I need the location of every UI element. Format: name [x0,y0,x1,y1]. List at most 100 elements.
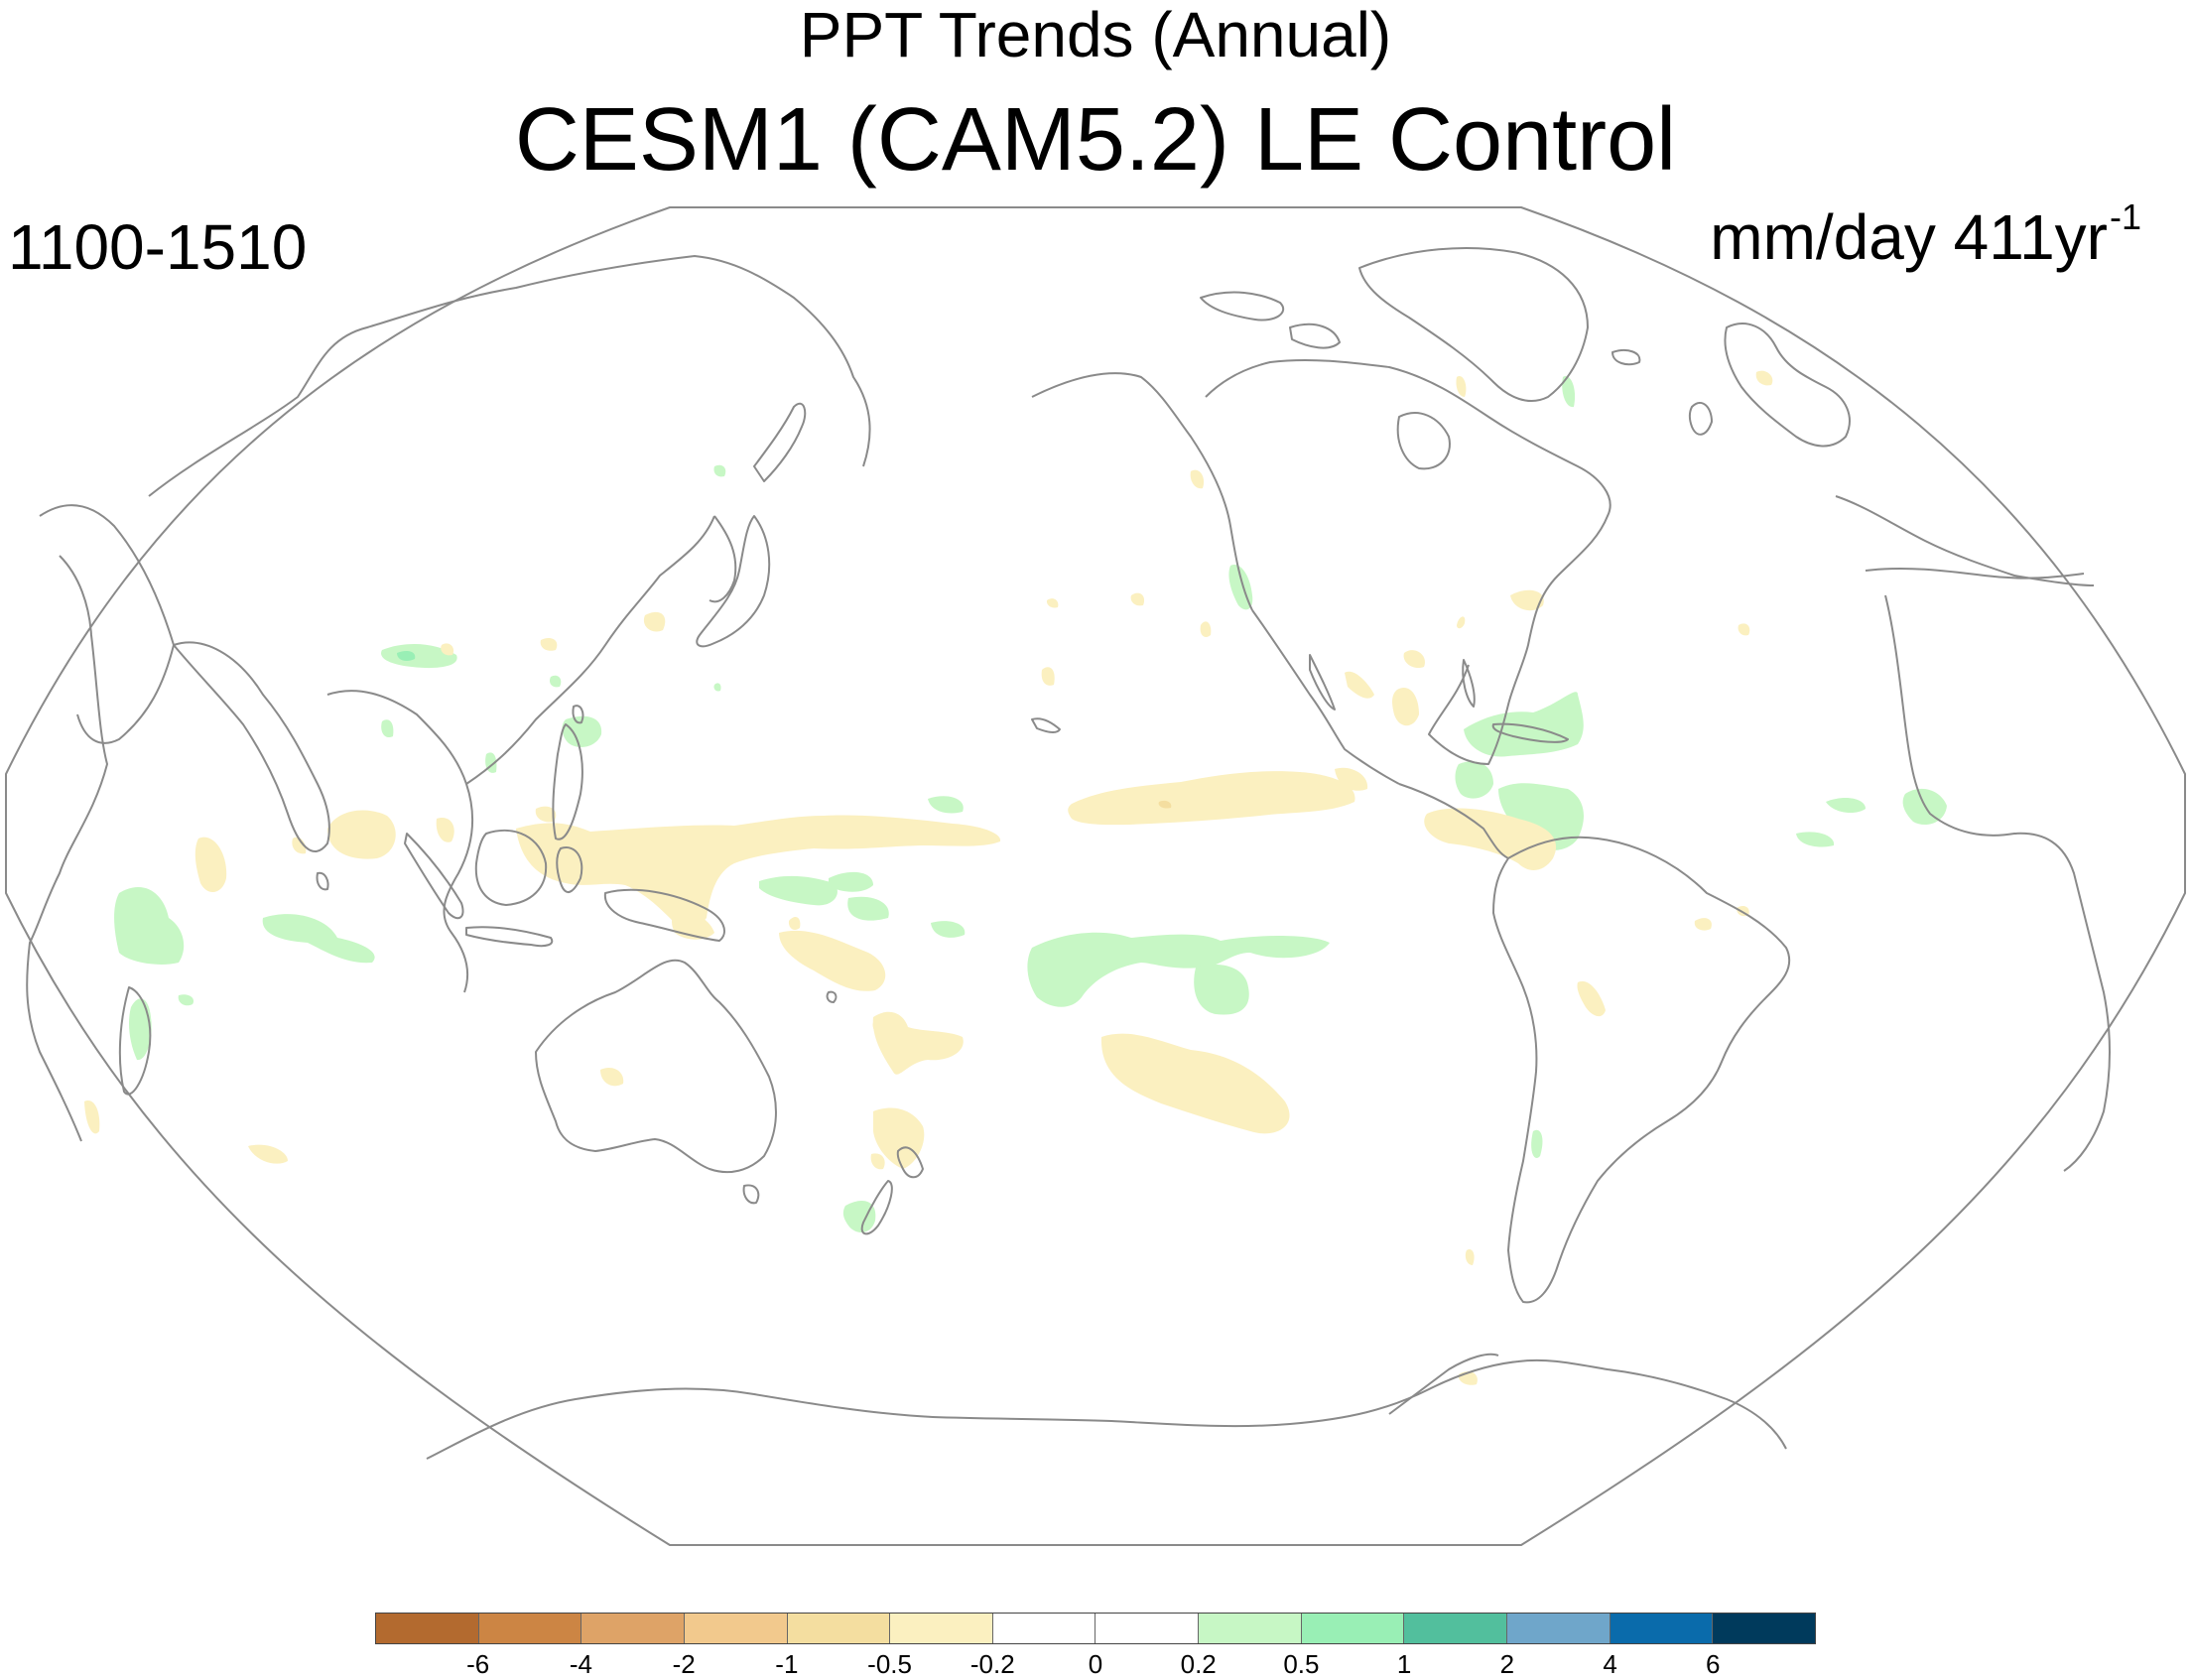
coastline-central-america [1398,783,1509,859]
trend-area [1577,980,1606,1017]
coastline-cuba [1491,722,1569,743]
coastline-java [465,926,554,948]
trend-area [788,917,801,931]
trend-area [194,837,227,893]
coastline-madagascar [118,986,152,1096]
coastline-arctic-islands-2 [1289,323,1341,349]
trend-area [1456,376,1467,397]
trend-area [1755,370,1773,386]
colorbar-swatch [992,1614,1096,1643]
coastline-nz-north [896,1146,924,1179]
colorbar-tick-label: 0 [1088,1649,1103,1679]
trend-area [1694,918,1712,931]
trend-area [779,930,886,991]
trend-area [1465,1249,1475,1265]
period-label: 1100-1510 [8,211,308,283]
coastline-sumatra [404,833,464,920]
trend-area [1190,469,1205,489]
colorbar-tick-label: 1 [1396,1649,1412,1679]
trend-area [1796,832,1835,847]
coastline-asia-north [148,255,871,497]
trend-area [436,818,454,842]
trend-area [1335,767,1368,791]
coastline-florida [1462,659,1476,708]
trend-area [1027,932,1330,1007]
trend-area [759,875,838,906]
trend-area [1158,800,1172,809]
colorbar-tick-label: 0.5 [1283,1649,1320,1679]
coastline-tasmania [742,1184,760,1205]
coastline-greenland [1358,247,1589,402]
coastline-scandinavia [1724,323,1851,448]
trend-area [1457,616,1466,629]
trend-area [540,638,558,651]
trend-area [1562,376,1576,408]
trend-area [1200,621,1212,637]
colorbar-swatch [581,1614,685,1643]
colorbar [375,1613,1816,1644]
colorbar-tick-label: -2 [672,1649,696,1679]
trend-area [1498,783,1584,850]
trend-area [713,683,721,692]
coastline-antarctica [426,1358,1787,1460]
units-label: mm/day 411yr-1 [1710,196,2141,274]
colorbar-tick-label: -6 [466,1649,490,1679]
trend-area [397,651,416,661]
colorbar-tick-label: -0.5 [867,1649,912,1679]
coastlines [26,247,2111,1460]
trend-area [1068,771,1355,826]
coastline-na-east [1205,358,1611,765]
colorbar-swatch [1610,1614,1714,1643]
model-title: CESM1 (CAM5.2) LE Control [514,90,1677,190]
colorbar-swatch [787,1614,891,1643]
coastline-philippines [552,723,583,840]
coastline-iceland [1611,349,1641,366]
colorbar-swatch [478,1614,582,1643]
coastline-europe-west [1835,495,2095,586]
colorbar-swatch [1404,1614,1508,1643]
trend-area [114,887,185,965]
coastline-kamchatka [753,402,807,482]
colorbar-swatch [1301,1614,1405,1643]
colorbar-swatch [1199,1614,1302,1643]
colorbar-tick-label: 4 [1603,1649,1617,1679]
coastline-africa [26,555,108,1142]
trend-area [1403,650,1425,669]
trend-area [381,643,457,669]
coastline-australia [535,959,777,1174]
trend-area [1041,667,1055,686]
coastline-south-america [1492,836,1791,1304]
coastline-hawaii [1031,717,1061,733]
trend-area [84,1100,100,1134]
map-frame [4,206,2186,1546]
coastline-hudson-bay [1396,412,1451,470]
coastline-sri-lanka [316,871,329,891]
units-exponent: -1 [2109,196,2141,237]
colorbar-tick-label: 6 [1706,1649,1721,1679]
trend-area [248,1144,288,1164]
trend-area [1455,761,1493,799]
trend-area [829,871,873,892]
coastline-china-coast [465,515,715,785]
trend-area [713,464,726,477]
trend-area [1392,687,1419,726]
colorbar-tick-label: -4 [569,1649,592,1679]
trend-area [292,837,307,854]
trend-area [600,1067,624,1087]
trend-area [842,1201,876,1232]
coastline-india [173,641,330,853]
trend-area [1510,589,1544,611]
colorbar-tick-label: 0.2 [1180,1649,1217,1679]
coastline-nz-south [860,1180,893,1235]
colorbar-swatch [1096,1614,1200,1643]
coastline-korea [709,515,737,603]
trend-area [327,810,396,859]
trend-area [516,815,1001,927]
trend-area [928,796,964,814]
coastline-na-west [1251,609,1400,785]
coastline-mediterranean [1865,567,2085,580]
trend-area [1194,964,1249,1015]
trend-area [1046,598,1059,608]
coastline-africa-west [1884,594,2111,1172]
